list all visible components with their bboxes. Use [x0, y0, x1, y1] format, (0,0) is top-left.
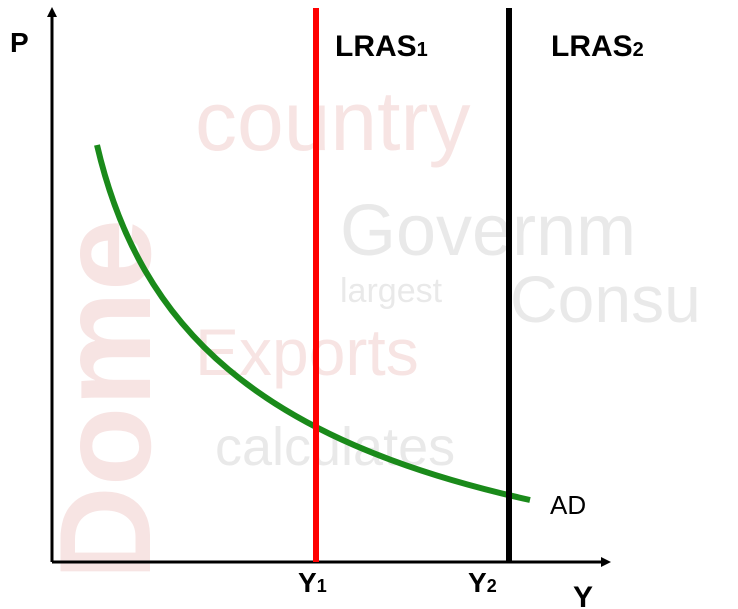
watermark-word: Governm	[340, 191, 636, 271]
y1-tick-label: Y1	[298, 567, 327, 598]
lras2-label: LRAS2	[551, 30, 644, 63]
lras1-label: LRAS1	[335, 30, 428, 63]
watermark-word: Dome	[32, 219, 178, 580]
y2-tick-label: Y2	[468, 567, 497, 598]
watermark-word: Consu	[510, 262, 701, 336]
watermark-word: country	[195, 74, 470, 168]
watermark-word: largest	[340, 272, 443, 310]
ad-curve	[94, 144, 531, 503]
x-axis-label: Y	[573, 581, 593, 609]
ad-label: AD	[550, 490, 586, 520]
y-axis-label: P	[10, 27, 29, 58]
watermark: country Governm largest Consu Exports ca…	[32, 74, 701, 580]
watermark-word: Exports	[195, 315, 419, 389]
